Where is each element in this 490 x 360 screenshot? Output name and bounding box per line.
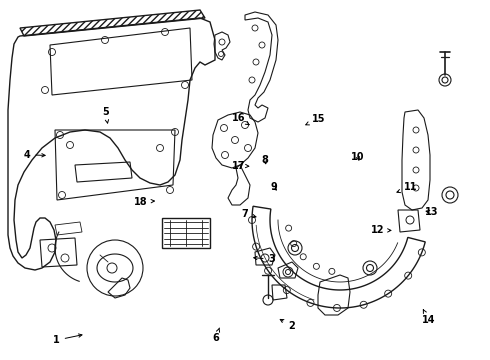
Text: 13: 13 <box>424 207 438 217</box>
Text: 4: 4 <box>24 150 45 160</box>
Text: 15: 15 <box>306 114 325 125</box>
Text: 18: 18 <box>134 197 154 207</box>
Text: 2: 2 <box>280 319 295 331</box>
Text: 17: 17 <box>232 161 249 171</box>
Polygon shape <box>20 10 205 36</box>
Text: 14: 14 <box>422 310 436 325</box>
Text: 7: 7 <box>242 209 256 219</box>
Text: 3: 3 <box>254 254 275 264</box>
Text: 6: 6 <box>212 328 220 343</box>
Text: 10: 10 <box>351 152 365 162</box>
Text: 11: 11 <box>397 182 417 193</box>
Text: 1: 1 <box>53 334 82 345</box>
Text: 9: 9 <box>270 182 277 192</box>
Text: 12: 12 <box>370 225 391 235</box>
Text: 5: 5 <box>102 107 109 123</box>
Text: 8: 8 <box>261 155 268 165</box>
Text: 16: 16 <box>232 113 249 125</box>
